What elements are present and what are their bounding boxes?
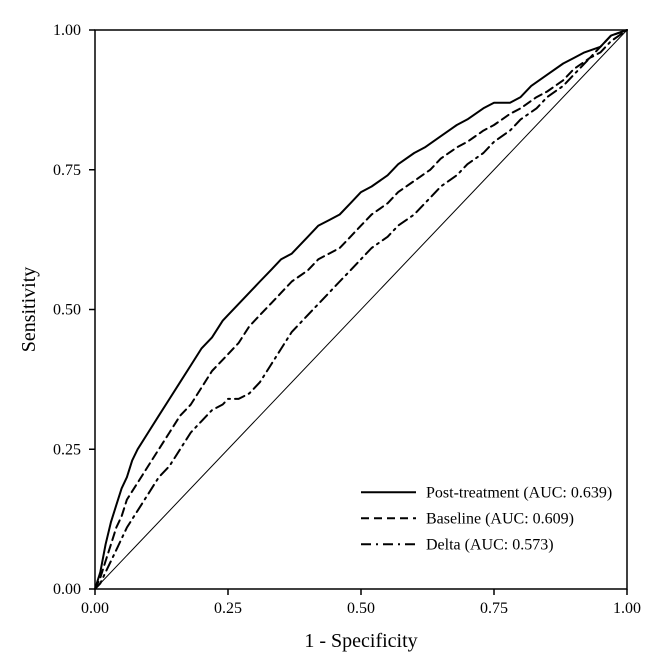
y-tick-label: 0.25 [53, 441, 81, 458]
x-tick-label: 0.25 [214, 600, 242, 617]
y-axis-label: Sensitivity [18, 267, 40, 353]
roc-svg: 0.00 0.25 0.50 0.75 1.00 0.00 0.25 0.50 0.75 1.00… [0, 0, 657, 669]
y-tick-label: 1.00 [53, 22, 81, 39]
x-axis-label: 1 - Specificity [304, 630, 417, 652]
y-tick-label: 0.00 [53, 581, 81, 598]
x-tick-label: 0.50 [347, 600, 375, 617]
legend-label-baseline: Baseline (AUC: 0.609) [426, 510, 574, 527]
x-tick-label: 0.75 [480, 600, 508, 617]
x-tick-label: 1.00 [613, 600, 641, 617]
y-tick-label: 0.75 [53, 162, 81, 179]
legend-label-delta: Delta (AUC: 0.573) [426, 536, 554, 553]
legend-label-post: Post-treatment (AUC: 0.639) [426, 484, 612, 501]
y-tick-label: 0.50 [53, 302, 81, 319]
roc-chart: 0.00 0.25 0.50 0.75 1.00 0.00 0.25 0.50 0.75 1.00… [0, 0, 657, 669]
x-tick-label: 0.00 [81, 600, 109, 617]
